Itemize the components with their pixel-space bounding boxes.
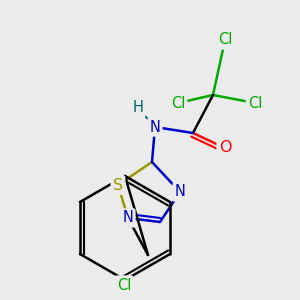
Text: N: N — [150, 119, 160, 134]
Text: Cl: Cl — [218, 32, 232, 47]
Text: S: S — [113, 178, 123, 193]
Text: Cl: Cl — [171, 95, 185, 110]
Text: N: N — [123, 211, 134, 226]
Text: H: H — [133, 100, 143, 116]
Text: N: N — [175, 184, 185, 200]
Text: Cl: Cl — [248, 95, 262, 110]
Text: Cl: Cl — [117, 278, 131, 292]
Text: O: O — [219, 140, 231, 155]
